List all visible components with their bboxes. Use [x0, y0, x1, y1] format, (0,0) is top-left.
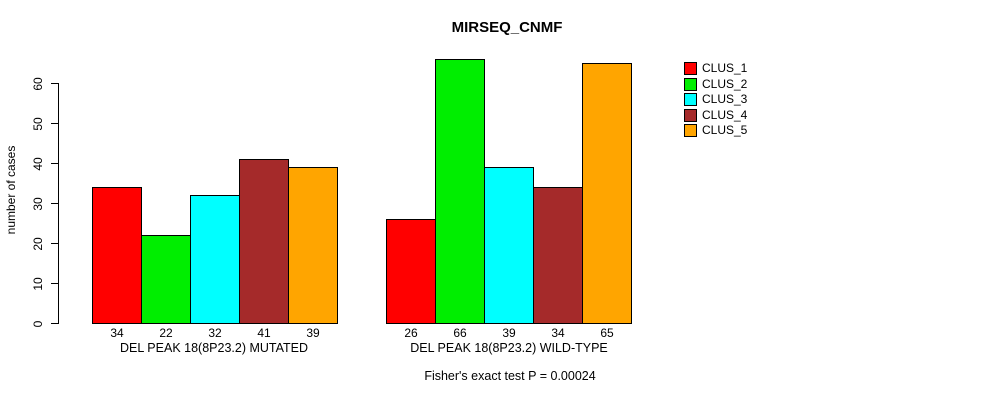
- y-tick-mark: [51, 123, 58, 124]
- y-tick-label: 20: [31, 236, 45, 251]
- bar-value-label: 65: [600, 326, 614, 340]
- bar-value-label: 34: [551, 326, 565, 340]
- bar-value-label: 41: [257, 326, 271, 340]
- bar-clus_5-group2: [582, 63, 632, 324]
- group-label-wild-type: DEL PEAK 18(8P23.2) WILD-TYPE: [410, 341, 608, 355]
- legend-swatch-clus_1: [684, 62, 697, 75]
- group-label-mutated: DEL PEAK 18(8P23.2) MUTATED: [119, 341, 309, 355]
- y-tick-label: 30: [31, 196, 45, 211]
- bar-clus_4-group2: [533, 187, 583, 324]
- annotation-text: Fisher's exact test P = 0.00024: [424, 369, 596, 383]
- y-tick-label: 50: [31, 116, 45, 131]
- y-tick-mark: [51, 323, 58, 324]
- bar-clus_2-group1: [141, 235, 191, 324]
- legend-label-clus_5: CLUS_5: [702, 123, 748, 137]
- y-tick-mark: [51, 243, 58, 244]
- y-tick-label: 60: [31, 76, 45, 91]
- y-tick-label: 40: [31, 156, 45, 171]
- bar-value-label: 22: [159, 326, 173, 340]
- bar-clus_1-group2: [386, 219, 436, 324]
- y-tick-label: 0: [31, 320, 45, 327]
- bar-value-label: 39: [306, 326, 320, 340]
- y-tick-mark: [51, 203, 58, 204]
- y-tick-label: 10: [31, 276, 45, 291]
- legend-label-clus_1: CLUS_1: [702, 61, 748, 75]
- bar-value-label: 26: [404, 326, 418, 340]
- y-axis-label: number of cases: [4, 145, 18, 235]
- chart-title: MIRSEQ_CNMF: [451, 19, 563, 36]
- y-tick-mark: [51, 83, 58, 84]
- y-axis-line: [58, 83, 59, 324]
- legend-label-clus_2: CLUS_2: [702, 76, 748, 91]
- bar-value-label: 34: [110, 326, 124, 340]
- y-tick-mark: [51, 163, 58, 164]
- legend-label-clus_4: CLUS_4: [702, 107, 748, 122]
- bar-clus_2-group2: [435, 59, 485, 324]
- legend-swatch-clus_4: [684, 108, 697, 122]
- y-tick-mark: [51, 283, 58, 284]
- bar-value-label: 66: [453, 326, 467, 340]
- bar-clus_1-group1: [92, 187, 142, 324]
- bar-clus_4-group1: [239, 159, 289, 324]
- bar-clus_3-group1: [190, 195, 240, 324]
- bar-clus_3-group2: [484, 167, 534, 324]
- bar-value-label: 32: [208, 326, 222, 340]
- legend-swatch-clus_5: [684, 124, 697, 137]
- bar-clus_5-group1: [288, 167, 338, 324]
- bar-value-label: 39: [502, 326, 516, 340]
- legend-label-clus_3: CLUS_3: [702, 92, 748, 106]
- legend-swatch-clus_3: [684, 93, 697, 106]
- legend-swatch-clus_2: [684, 77, 697, 91]
